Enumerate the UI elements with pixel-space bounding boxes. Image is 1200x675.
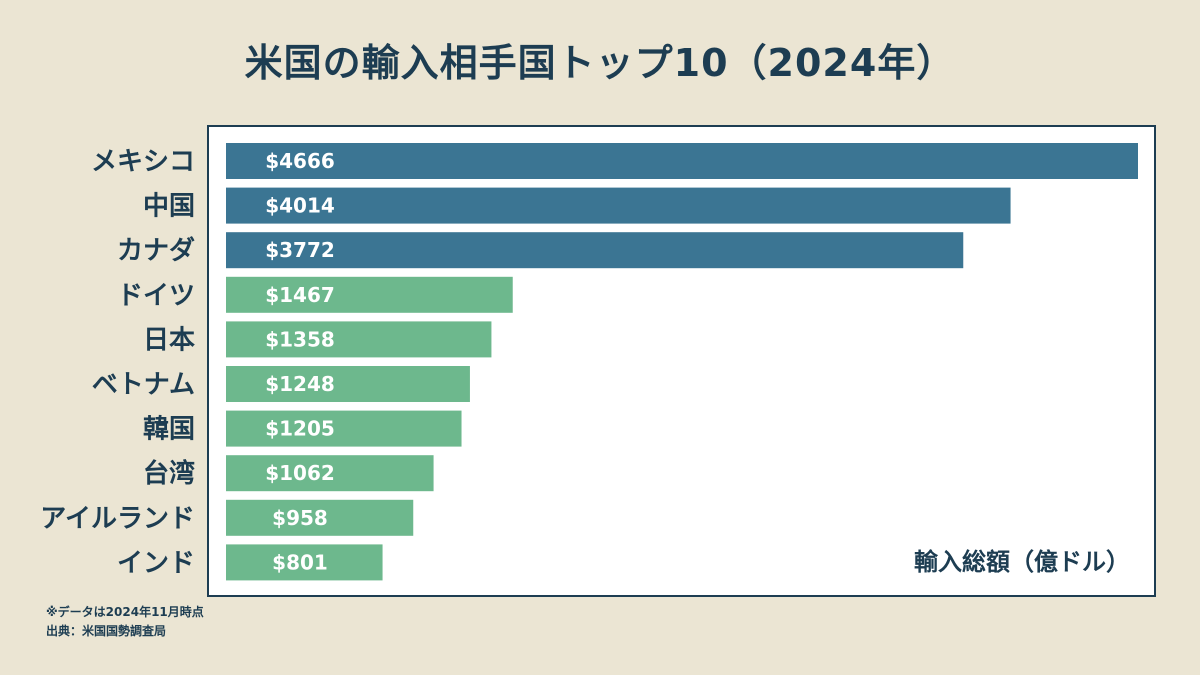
bar-1 [226,143,1138,179]
bar-8 [226,455,434,492]
value-label-2: $4014 [265,194,335,218]
category-label-10: インド [117,548,195,578]
value-label-6: $1248 [265,372,335,396]
value-label-10: $801 [272,550,328,574]
bar-9 [226,499,414,536]
category-label-7: 韓国 [143,415,195,445]
unit-label: 輸入総額（億ドル） [914,548,1130,576]
category-label-6: ベトナム [92,370,195,400]
value-label-7: $1205 [265,417,335,441]
bars-group: メキシコ $4666 中国 $4014 カナダ $3772 ドイツ $1467 日本 $1358 ベ… [40,143,1138,581]
bar-6 [226,366,470,402]
category-label-9: アイルランド [40,504,195,534]
bar-2 [226,187,1011,224]
value-label-5: $1358 [265,327,335,351]
chart-title: 米国の輸入相手国トップ10（2024年） [244,41,956,85]
category-label-8: 台湾 [143,458,195,489]
category-label-2: 中国 [143,192,195,222]
bar-4 [226,276,513,313]
category-label-3: カナダ [117,235,195,266]
bar-7 [226,410,462,447]
value-label-1: $4666 [265,149,335,173]
category-label-1: メキシコ [91,147,195,177]
value-label-8: $1062 [265,461,335,485]
category-label-5: 日本 [143,325,195,355]
source-note: 出典：米国国勢調査局 [46,624,167,638]
data-date-note: ※データは2024年11月時点 [46,605,204,619]
value-label-3: $3772 [265,238,335,262]
bar-5 [226,321,492,358]
value-label-4: $1467 [265,283,335,307]
bar-3 [226,232,964,269]
value-label-9: $958 [272,506,328,530]
bar-10 [226,544,383,581]
category-label-4: ドイツ [117,281,195,311]
